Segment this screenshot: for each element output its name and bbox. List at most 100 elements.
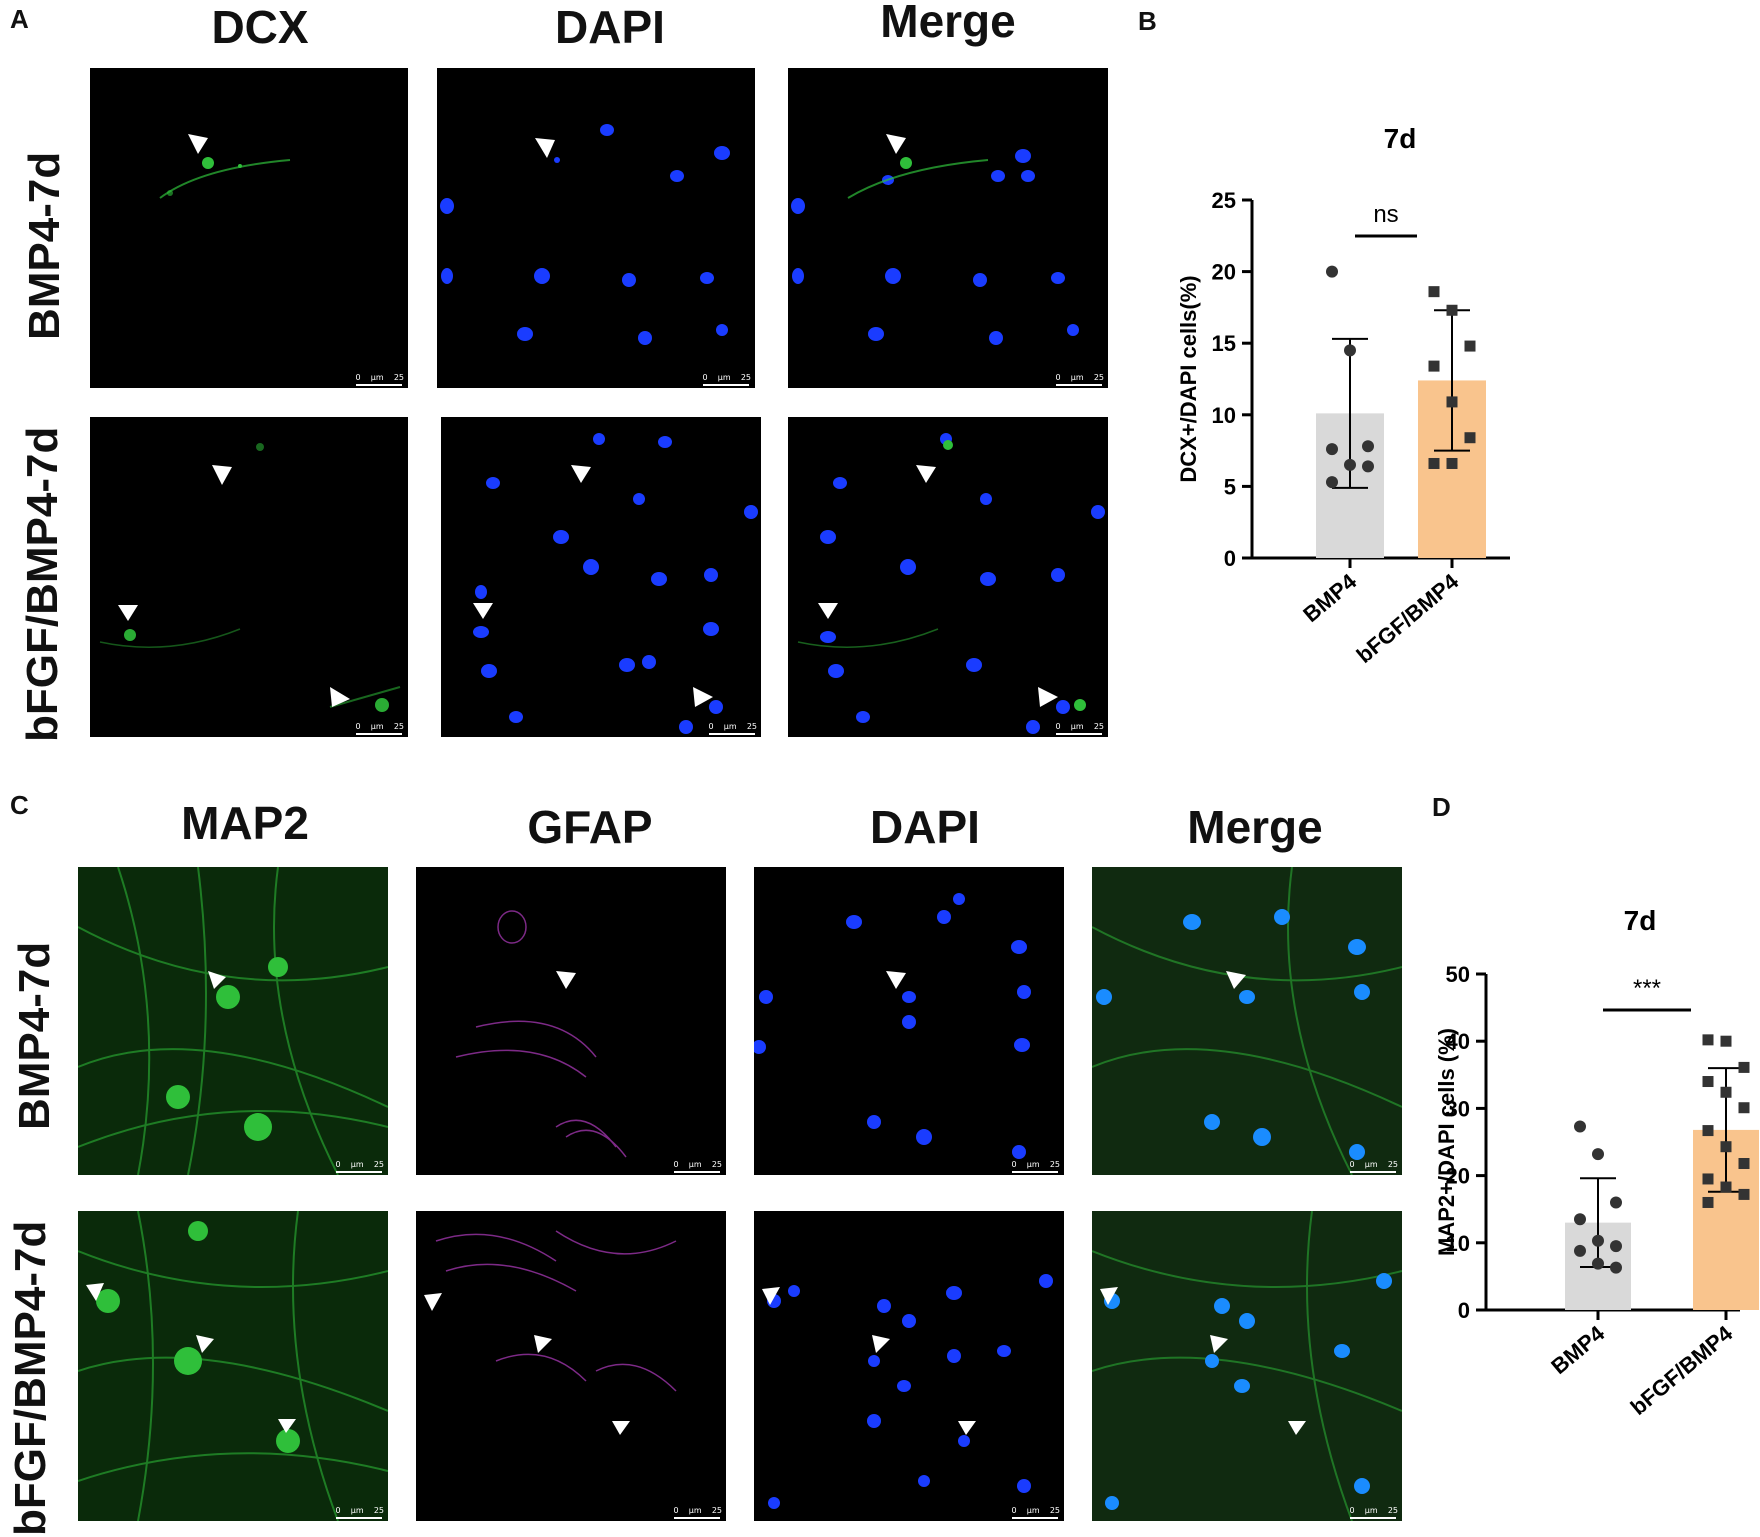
row-label-bfgf-a: bFGF/BMP4-7d [18,426,67,742]
micrograph-dapi-c-bfgf: 0 µm 25 [754,1211,1064,1521]
arrowhead-marker [188,134,208,154]
micrograph-dapi-bfgf: 0 µm 25 [441,417,761,737]
data-point [1326,476,1338,489]
col-title-merge-a: Merge [880,0,1016,47]
micrograph-dcx-bmp4: 0 µm 25 [90,68,408,388]
x-category-label: bFGF/BMP4 [1626,1320,1738,1420]
scale-bar [703,384,749,386]
data-point [1428,457,1440,469]
scale-bar-label: 0 µm 25 [335,1506,385,1515]
data-point [1574,1120,1586,1133]
data-point [1738,1102,1750,1114]
x-category-label: BMP4 [1298,568,1361,627]
scale-bar-label: 0 µm 25 [355,373,405,382]
data-point [1574,1244,1586,1257]
data-point [1446,396,1458,408]
y-tick-label: 20 [1446,1164,1470,1189]
micrograph-map2-bmp4: 0 µm 25 [78,867,388,1175]
chart-b: 7d 0 5 10 15 20 25 DCX+/DAPI cells(%) BMP4 bFGF/B… [1160,110,1760,760]
data-point [1344,344,1356,357]
panel-label-d: D [1432,792,1451,822]
micrograph-merge-bmp4: 0 µm 25 [788,68,1108,388]
scale-bar-label: 0 µm 25 [702,373,752,382]
panel-label-c: C [10,790,29,820]
data-point [1464,340,1476,352]
y-tick-label: 0 [1458,1298,1470,1323]
significance-label: ns [1373,201,1398,228]
data-point [1610,1196,1622,1209]
col-title-merge-c: Merge [1187,801,1323,853]
data-point [1344,458,1356,471]
scale-bar-label: 0 µm 25 [673,1506,723,1515]
y-tick-label: 25 [1212,188,1236,213]
chart-b-svg: 7d 0 5 10 15 20 25 DCX+/DAPI cells(%) BMP4bFGF/B… [1176,123,1510,668]
scale-bar-label: 0 µm 25 [1011,1160,1061,1169]
data-point [1702,1076,1714,1088]
y-tick-label: 5 [1224,474,1236,499]
chart-d-svg: 7d 0 10 20 30 40 50 MAP2+/DAPI cells (%) BMP4 bFG… [1434,905,1759,1420]
panel-label-a: A [10,4,29,34]
data-point [1326,265,1338,278]
data-point [1362,440,1374,453]
data-point [1428,360,1440,372]
data-point [1326,443,1338,456]
data-point [1702,1125,1714,1137]
col-title-gfap: GFAP [527,801,653,853]
data-point [1446,304,1458,316]
data-point [1738,1061,1750,1073]
scale-bar-label: 0 µm 25 [1011,1506,1061,1515]
data-point [1720,1141,1732,1153]
y-tick-label: 30 [1446,1096,1470,1121]
data-point [1702,1173,1714,1185]
scale-bar-label: 0 µm 25 [1349,1506,1399,1515]
scale-bar-label: 0 µm 25 [673,1160,723,1169]
data-point [1720,1035,1732,1047]
data-point [1592,1257,1604,1270]
y-tick-label: 0 [1224,546,1236,571]
dcx-signal [159,157,291,199]
micrograph-merge-bfgf: 0 µm 25 [788,417,1108,737]
y-axis-label: DCX+/DAPI cells(%) [1176,275,1201,482]
scale-bar [709,733,755,735]
scale-bar [1350,1171,1396,1173]
data-point [1362,460,1374,473]
x-category-label: BMP4 [1546,1320,1609,1379]
data-point [1428,286,1440,298]
scale-bar-label: 0 µm 25 [1349,1160,1399,1169]
data-point [1574,1213,1586,1226]
scale-bar-label: 0 µm 25 [1055,373,1105,382]
chart-title: 7d [1384,123,1417,154]
scale-bar [356,384,402,386]
y-tick-label: 20 [1212,260,1236,285]
scale-bar [674,1171,720,1173]
col-title-dapi-c: DAPI [870,801,980,853]
row-label-bfgf-c: bFGF/BMP4-7d [6,1220,55,1536]
data-point [1738,1158,1750,1170]
y-tick-label: 15 [1212,331,1236,356]
chart-title: 7d [1624,905,1657,936]
micrograph-merge-c-bmp4: 0 µm 25 [1092,867,1402,1175]
data-point [1720,1181,1732,1193]
data-point [1610,1261,1622,1274]
micrograph-map2-bfgf: 0 µm 25 [78,1211,388,1521]
x-category-label: bFGF/BMP4 [1352,568,1464,668]
scale-bar [356,733,402,735]
scale-bar-label: 0 µm 25 [335,1160,385,1169]
scale-bar [674,1517,720,1519]
row-label-bmp4-a: BMP4-7d [20,151,69,340]
data-point [1446,457,1458,469]
data-point [1592,1234,1604,1247]
col-title-dapi-a: DAPI [555,1,665,53]
chart-d: 7d 0 10 20 30 40 50 MAP2+/DAPI cells (%) BMP4 bFG… [1430,890,1760,1530]
data-point [1592,1148,1604,1161]
y-tick-label: 10 [1446,1231,1470,1256]
col-title-map2: MAP2 [181,797,309,849]
scale-bar [1350,1517,1396,1519]
micrograph-dapi-bmp4: 0 µm 25 [437,68,755,388]
micrograph-dcx-bfgf: 0 µm 25 [90,417,408,737]
micrograph-gfap-bmp4: 0 µm 25 [416,867,726,1175]
y-tick-label: 10 [1212,403,1236,428]
scale-bar-label: 0 µm 25 [708,722,758,731]
micrograph-dapi-c-bmp4: 0 µm 25 [754,867,1064,1175]
row-label-bmp4-c: BMP4-7d [10,941,59,1130]
